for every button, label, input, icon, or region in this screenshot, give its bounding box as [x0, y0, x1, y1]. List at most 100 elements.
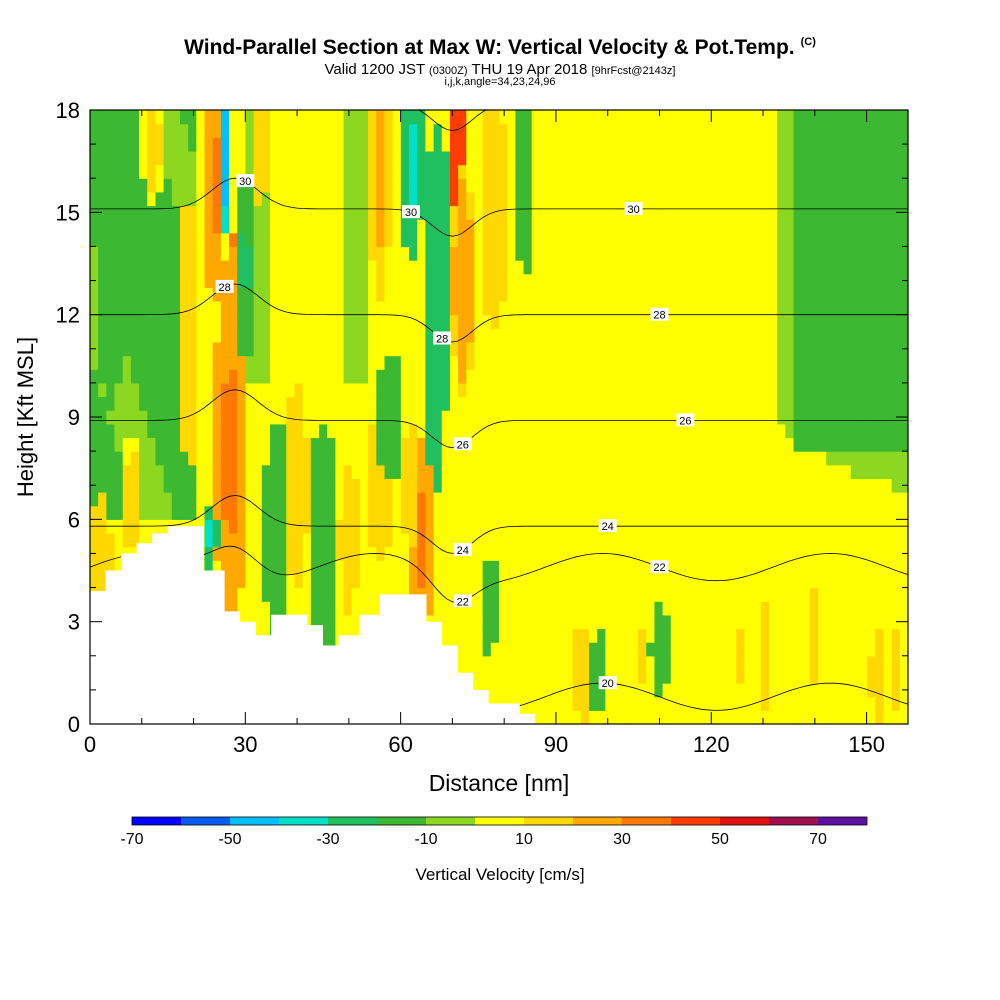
velocity-cell [801, 464, 811, 479]
velocity-cell [433, 532, 443, 548]
velocity-cell [834, 451, 844, 466]
velocity-cell [523, 505, 533, 520]
velocity-cell [728, 437, 737, 452]
velocity-cell [744, 219, 754, 234]
velocity-cell [728, 287, 737, 302]
velocity-cell [359, 246, 369, 261]
velocity-cell [785, 546, 795, 561]
velocity-cell [858, 451, 868, 466]
velocity-cell [359, 560, 369, 575]
velocity-cell [130, 219, 140, 234]
velocity-cell [858, 546, 868, 561]
velocity-cell [245, 478, 255, 493]
velocity-cell [351, 505, 361, 520]
velocity-cell [793, 150, 803, 166]
velocity-cell [269, 587, 279, 602]
velocity-cell [588, 260, 598, 275]
velocity-cell [400, 150, 410, 166]
velocity-cell [237, 410, 247, 425]
velocity-cell [867, 492, 876, 507]
velocity-cell [425, 437, 435, 452]
velocity-cell [130, 260, 140, 275]
velocity-cell [883, 423, 893, 439]
velocity-cell [359, 355, 369, 370]
velocity-cell [261, 246, 271, 261]
velocity-cell [638, 560, 647, 575]
velocity-cell [646, 110, 656, 125]
velocity-cell [695, 532, 705, 548]
velocity-cell [850, 382, 860, 398]
velocity-cell [417, 219, 426, 234]
velocity-cell [695, 123, 705, 138]
velocity-cell [875, 683, 885, 698]
velocity-cell [229, 519, 238, 534]
velocity-cell [188, 246, 197, 261]
velocity-cell [310, 451, 320, 466]
velocity-cell [490, 123, 500, 138]
velocity-cell [220, 451, 230, 466]
velocity-cell [711, 451, 721, 466]
velocity-cell [130, 355, 140, 370]
velocity-cell [466, 451, 476, 466]
velocity-cell [237, 451, 247, 466]
velocity-cell [809, 341, 819, 357]
velocity-cell [883, 232, 893, 248]
velocity-cell [163, 219, 173, 234]
velocity-cell [261, 123, 271, 138]
velocity-cell [507, 683, 516, 698]
velocity-cell [728, 451, 737, 466]
velocity-cell [384, 546, 394, 561]
velocity-cell [392, 355, 402, 370]
velocity-cell [580, 369, 590, 384]
velocity-cell [122, 287, 132, 302]
y-tick-label: 12 [56, 303, 80, 328]
velocity-cell [809, 369, 819, 384]
velocity-cell [760, 273, 770, 288]
velocity-cell [253, 246, 263, 261]
velocity-cell [482, 232, 492, 248]
velocity-cell [425, 110, 435, 125]
contour-label-bg [598, 519, 617, 533]
velocity-cell [752, 587, 762, 602]
velocity-cell [842, 123, 852, 138]
velocity-cell [687, 341, 696, 357]
velocity-cell [466, 655, 476, 671]
velocity-cell [867, 314, 876, 329]
velocity-cell [114, 410, 124, 425]
velocity-cell [858, 478, 868, 493]
velocity-cell [842, 505, 852, 520]
velocity-cell [449, 301, 459, 316]
velocity-cell [678, 492, 688, 507]
contour-label: 22 [653, 562, 665, 574]
velocity-cell [605, 451, 615, 466]
velocity-cell [204, 205, 214, 220]
velocity-cell [319, 573, 328, 589]
velocity-cell [760, 178, 770, 193]
velocity-cell [883, 410, 893, 425]
velocity-cell [327, 205, 336, 220]
velocity-cell [629, 150, 639, 166]
velocity-cell [302, 464, 312, 479]
velocity-cell [711, 123, 721, 138]
velocity-cell [310, 314, 320, 329]
velocity-cell [638, 314, 647, 329]
velocity-cell [523, 642, 533, 657]
velocity-cell [400, 382, 410, 398]
velocity-cell [392, 287, 402, 302]
velocity-cell [736, 123, 745, 138]
velocity-cell [801, 492, 811, 507]
velocity-cell [801, 328, 811, 343]
velocity-cell [548, 492, 557, 507]
velocity-cell [670, 164, 680, 179]
velocity-cell [867, 560, 876, 575]
velocity-cell [785, 355, 795, 370]
velocity-cell [229, 587, 238, 602]
velocity-cell [752, 683, 762, 698]
velocity-cell [785, 205, 795, 220]
velocity-cell [597, 205, 606, 220]
velocity-cell [613, 642, 623, 657]
velocity-cell [302, 301, 312, 316]
velocity-cell [417, 110, 426, 125]
velocity-cell [842, 587, 852, 602]
velocity-cell [482, 287, 492, 302]
